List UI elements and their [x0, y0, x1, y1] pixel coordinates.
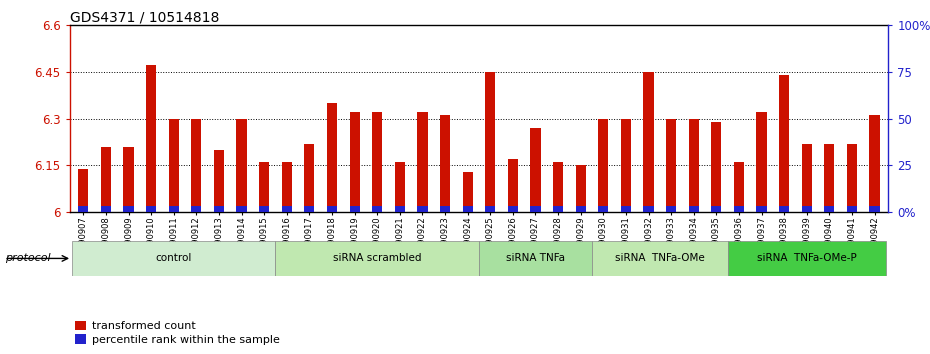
Bar: [236, 119, 246, 212]
Bar: [666, 206, 676, 212]
Bar: [824, 144, 834, 212]
Bar: [779, 75, 790, 212]
Bar: [168, 206, 179, 212]
Bar: [124, 206, 134, 212]
Bar: [711, 122, 722, 212]
Bar: [124, 147, 134, 212]
Bar: [727, 241, 886, 276]
Text: siRNA  TNFa-OMe: siRNA TNFa-OMe: [615, 253, 705, 263]
Bar: [350, 112, 360, 212]
Bar: [304, 206, 314, 212]
Bar: [621, 206, 631, 212]
Bar: [598, 206, 608, 212]
Bar: [644, 72, 654, 212]
Bar: [72, 241, 275, 276]
Bar: [168, 119, 179, 212]
Bar: [870, 206, 880, 212]
Bar: [530, 128, 540, 212]
Bar: [214, 150, 224, 212]
Bar: [418, 112, 428, 212]
Bar: [756, 112, 766, 212]
Bar: [192, 119, 202, 212]
Bar: [711, 206, 722, 212]
Bar: [485, 206, 496, 212]
Bar: [734, 206, 744, 212]
Text: siRNA scrambled: siRNA scrambled: [333, 253, 421, 263]
Bar: [78, 206, 88, 212]
Bar: [847, 206, 857, 212]
Bar: [824, 206, 834, 212]
Bar: [350, 206, 360, 212]
Bar: [304, 144, 314, 212]
Bar: [479, 241, 592, 276]
Bar: [462, 172, 472, 212]
Bar: [870, 115, 880, 212]
Text: siRNA  TNFa-OMe-P: siRNA TNFa-OMe-P: [757, 253, 857, 263]
Bar: [576, 165, 586, 212]
Bar: [192, 206, 202, 212]
Bar: [214, 206, 224, 212]
Bar: [394, 162, 405, 212]
Bar: [462, 206, 472, 212]
Bar: [259, 162, 270, 212]
Bar: [275, 241, 479, 276]
Text: siRNA TNFa: siRNA TNFa: [506, 253, 565, 263]
Bar: [508, 159, 518, 212]
Bar: [394, 206, 405, 212]
Bar: [282, 162, 292, 212]
Bar: [100, 206, 111, 212]
Text: control: control: [155, 253, 192, 263]
Bar: [847, 144, 857, 212]
Bar: [418, 206, 428, 212]
Bar: [282, 206, 292, 212]
Bar: [440, 206, 450, 212]
Bar: [530, 206, 540, 212]
Bar: [259, 206, 270, 212]
Bar: [508, 206, 518, 212]
Bar: [688, 119, 698, 212]
Bar: [688, 206, 698, 212]
Bar: [485, 72, 496, 212]
Bar: [802, 144, 812, 212]
Bar: [644, 206, 654, 212]
Bar: [553, 162, 564, 212]
Bar: [327, 103, 337, 212]
Bar: [592, 241, 727, 276]
Text: GDS4371 / 10514818: GDS4371 / 10514818: [70, 11, 219, 25]
Bar: [666, 119, 676, 212]
Bar: [372, 112, 382, 212]
Bar: [598, 119, 608, 212]
Bar: [146, 206, 156, 212]
Bar: [236, 206, 246, 212]
Legend: transformed count, percentile rank within the sample: transformed count, percentile rank withi…: [75, 321, 280, 345]
Bar: [553, 206, 564, 212]
Bar: [576, 206, 586, 212]
Text: protocol: protocol: [5, 253, 50, 263]
Bar: [78, 169, 88, 212]
Bar: [440, 115, 450, 212]
Bar: [621, 119, 631, 212]
Bar: [146, 65, 156, 212]
Bar: [372, 206, 382, 212]
Bar: [779, 206, 790, 212]
Bar: [734, 162, 744, 212]
Bar: [802, 206, 812, 212]
Bar: [756, 206, 766, 212]
Bar: [100, 147, 111, 212]
Bar: [327, 206, 337, 212]
